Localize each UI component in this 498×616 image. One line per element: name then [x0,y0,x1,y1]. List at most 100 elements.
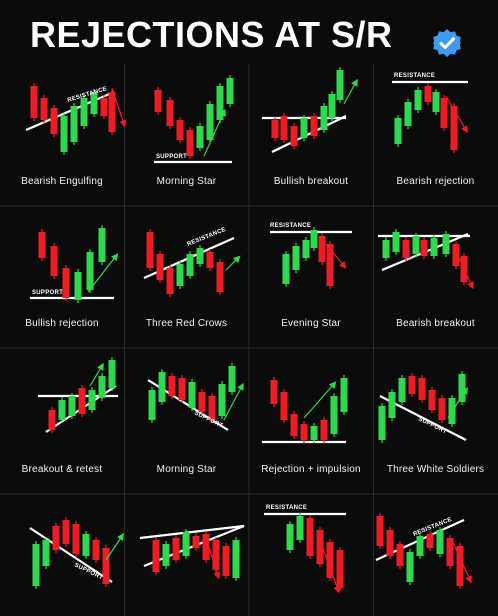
bearish-candle [440,98,448,128]
pattern-caption: Bullish rejection [25,318,99,329]
bullish-candle [382,240,390,258]
pattern-caption: Breakout & retest [21,464,103,475]
pattern-cell [262,375,348,444]
bullish-candle [58,400,66,420]
bullish-candle [430,238,438,256]
pattern-caption: Bearish breakout [396,318,475,329]
bearish-candle [300,424,308,440]
header: REJECTIONS AT S/R [0,0,498,68]
bullish-candle [388,392,396,418]
bearish-candle [456,546,464,586]
bullish-candle [442,234,450,254]
up-arrow-icon [343,78,358,105]
bearish-candle [418,378,426,400]
bullish-candle [32,544,40,586]
bearish-candle [50,108,58,134]
bullish-candle [60,116,68,152]
bearish-candle [428,390,436,410]
bullish-candle [300,118,308,138]
pattern-cell [262,67,358,153]
bearish-candle [336,550,344,588]
pattern-caption: Three Red Crows [145,318,228,329]
bullish-candle [148,390,156,420]
bearish-candle [30,86,38,118]
bearish-candle [280,392,288,420]
level-line [271,115,347,153]
level-label: SUPPORT [32,290,63,296]
bearish-candle [48,410,56,430]
bearish-candle [40,98,48,120]
pattern-cell: RESISTANCE [270,223,352,289]
bearish-candle [420,240,428,256]
bearish-candle [208,396,216,420]
bearish-candle [280,116,288,140]
bullish-candle [86,252,94,290]
bullish-candle [458,374,466,402]
bullish-candle [292,246,300,270]
pattern-caption: Bullish breakout [273,176,349,187]
up-arrow-icon [105,533,124,561]
bearish-candle [386,530,394,556]
bullish-candle [432,92,440,112]
bullish-candle [310,426,318,440]
bullish-candle [218,384,226,416]
pattern-cell: RESISTANCE [392,73,468,153]
bearish-candle [156,254,164,280]
up-arrow-icon [203,108,226,157]
up-arrow-icon [225,255,241,271]
level-line [25,90,115,132]
bearish-candle [78,388,86,414]
bullish-candle [196,126,204,148]
bullish-candle [196,248,204,264]
bullish-candle [188,382,196,408]
bullish-candle [416,536,424,556]
pattern-cell: SUPPORT [154,75,234,164]
down-arrow-icon [319,539,341,594]
level-line [29,527,113,583]
bullish-candle [228,366,236,392]
pattern-caption: Morning Star [156,464,217,475]
bullish-candle [436,530,444,554]
pattern-caption: Rejection + impulsion [261,464,361,475]
down-arrow-icon [457,255,474,290]
bearish-candle [152,540,160,572]
bearish-candle [318,236,326,262]
pattern-caption: Morning Star [156,176,217,187]
up-arrow-icon [89,362,104,387]
bearish-candle [306,518,314,556]
bearish-candle [176,120,184,140]
bearish-candle [310,116,318,136]
verified-badge-icon [433,29,461,57]
pattern-cell: SUPPORT [29,517,124,589]
bearish-candle [50,246,58,276]
down-arrow-icon [445,95,468,134]
down-arrow-icon [207,543,221,580]
level-line [139,524,245,540]
bullish-candle [232,540,240,578]
bullish-candle [414,90,422,110]
level-label: RESISTANCE [394,73,435,79]
bullish-candle [340,378,348,412]
bearish-candle [92,540,100,560]
bearish-candle [52,526,60,550]
bearish-candle [290,414,298,436]
bearish-candle [290,126,298,146]
pattern-cell: SUPPORT [378,371,468,443]
bullish-candle [162,544,170,566]
bullish-candle [378,406,386,440]
bullish-candle [70,106,78,142]
bullish-candle [216,86,224,120]
pattern-caption: Bearish Engulfing [21,176,103,187]
down-arrow-icon [451,539,472,584]
bearish-candle [100,98,108,116]
bearish-candle [408,376,416,394]
bearish-candle [222,546,230,576]
pattern-cell [139,524,245,581]
bullish-candle [182,532,190,556]
bullish-candle [82,534,90,556]
bearish-candle [270,380,278,404]
grid-dividers [0,64,498,616]
bearish-candle [168,376,176,396]
bullish-candle [88,390,96,410]
